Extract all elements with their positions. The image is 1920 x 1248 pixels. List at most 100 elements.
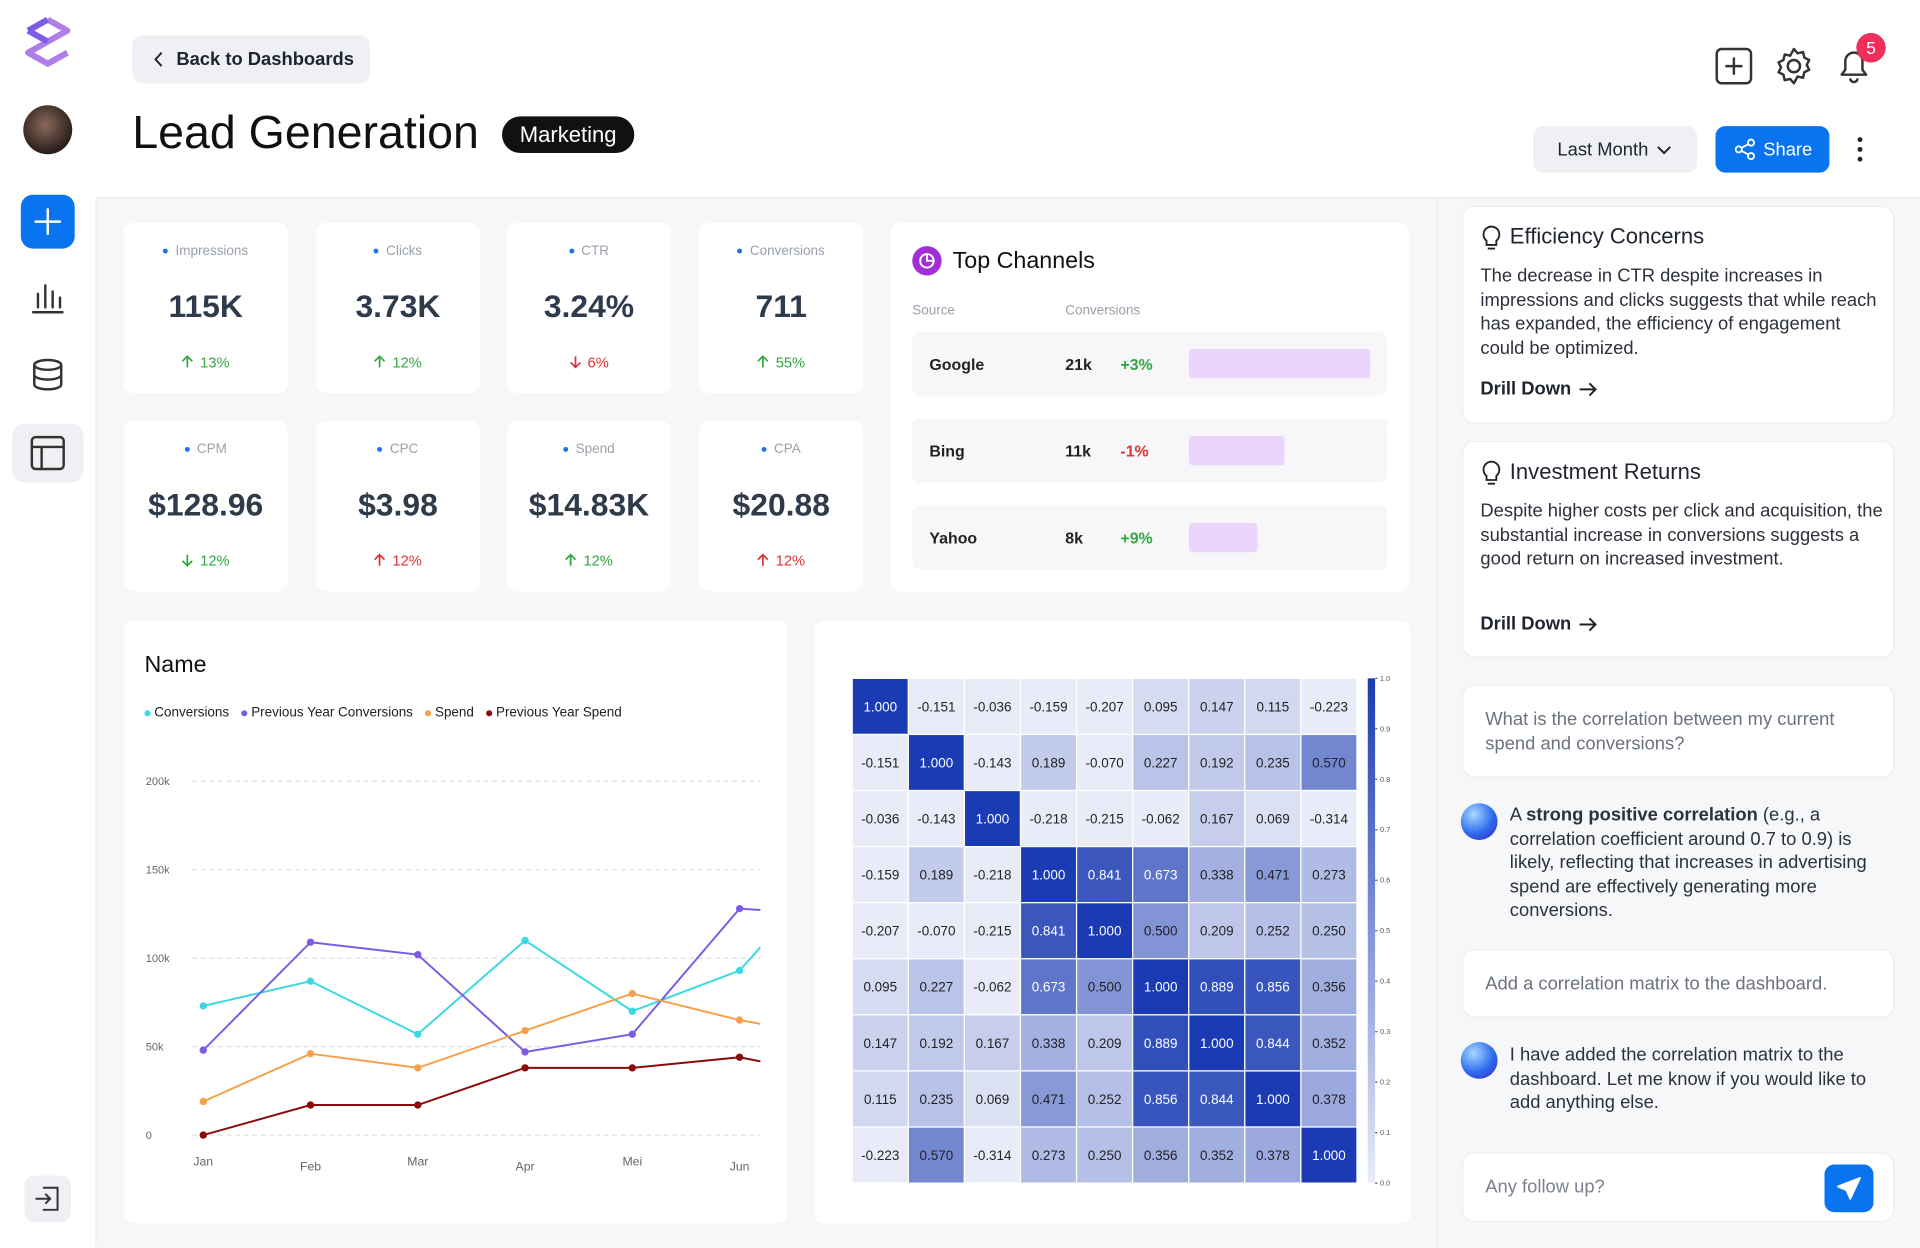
chat-input[interactable]: Any follow up? (1462, 1152, 1895, 1223)
legend-swatch (144, 709, 151, 716)
channel-row: Yahoo 8k +9% (912, 505, 1388, 570)
settings[interactable] (1773, 45, 1815, 87)
more-menu[interactable] (1850, 135, 1870, 167)
channel-row: Bing 11k -1% (912, 418, 1388, 483)
drill-down[interactable]: Drill Down (1480, 378, 1598, 399)
channel-source: Yahoo (929, 528, 978, 548)
kpi-label: CPA (773, 442, 801, 457)
trend-arrow (182, 554, 194, 567)
assistant-message: A strong positive correlation (e.g., a c… (1510, 803, 1890, 923)
kpi-label-row: Spend (507, 442, 671, 457)
kpi-dot (761, 447, 767, 452)
kpi-change: 12% (316, 552, 480, 569)
user-message: Add a correlation matrix to the dashboar… (1462, 948, 1895, 1018)
input-placeholder: Any follow up? (1485, 1176, 1605, 1198)
pie-icon (919, 253, 935, 269)
legend-label: Previous Year Spend (495, 705, 622, 721)
insight-title: Investment Returns (1509, 459, 1701, 484)
kpi-value: 3.73K (355, 287, 441, 325)
kpi-card: CPM $128.96 12% (123, 421, 288, 592)
kpi-dot (163, 248, 169, 254)
back-label: Back to Dashboards (176, 48, 354, 70)
kpi-label-row: CPM (124, 442, 288, 457)
message-text: (e.g., a correlation coefficient around … (1509, 804, 1867, 922)
message-text: A (1509, 804, 1527, 826)
message-text: What is the correlation between my curre… (1485, 708, 1835, 754)
column-header: Source (912, 303, 955, 319)
chart-title: Name (144, 652, 207, 679)
kpi-change: 12% (507, 552, 671, 569)
channel-change: +9% (1120, 528, 1153, 548)
channel-value: 8k (1065, 528, 1084, 548)
channel-row: Google 21k +3% (912, 331, 1388, 396)
kpi-change-value: 12% (392, 552, 422, 570)
kpi-card: Clicks 3.73K 12% (315, 222, 481, 394)
assistant-message: I have added the correlation matrix to t… (1509, 1044, 1867, 1114)
kpi-change-value: 6% (587, 353, 609, 372)
send-button[interactable] (1824, 1164, 1874, 1213)
legend-item: Spend (425, 705, 474, 720)
notifications[interactable] (1833, 44, 1875, 86)
legend-label: Conversions (154, 705, 230, 721)
kpi-dot (563, 447, 569, 452)
add-button[interactable] (20, 194, 75, 249)
kpi-change-value: 12% (583, 552, 613, 570)
user-message: What is the correlation between my curre… (1462, 684, 1895, 778)
kpi-label-row: CPA (699, 442, 863, 457)
trend-arrow (757, 553, 769, 566)
send-icon (1837, 1177, 1861, 1200)
legend-item: Previous Year Spend (486, 705, 622, 720)
kpi-change-value: 12% (392, 353, 422, 372)
insight-text: The decrease in CTR despite increases in… (1480, 265, 1877, 359)
period-select[interactable]: Last Month (1533, 126, 1698, 173)
kpi-card: Impressions 115K 13% (123, 222, 288, 394)
line-chart-card: Name Conversions Previous Year Conversion… (123, 620, 788, 1224)
kpi-label: Clicks (386, 243, 423, 259)
share-button[interactable]: Share (1715, 126, 1830, 173)
back-button[interactable]: Back to Dashboards (132, 35, 370, 84)
charts-nav[interactable] (29, 279, 66, 316)
assistant-avatar (1460, 1042, 1498, 1079)
tag: Marketing (502, 116, 635, 154)
channel-change: +3% (1120, 355, 1153, 374)
chevron-left (154, 51, 163, 67)
kpi-change: 55% (699, 354, 863, 371)
kpi-label-row: Conversions (699, 244, 863, 258)
kpi-label: Spend (575, 442, 615, 457)
legend-item: Conversions (144, 705, 229, 720)
avatar[interactable] (23, 105, 73, 155)
kpi-label: CTR (581, 243, 609, 259)
kpi-change: 12% (124, 552, 288, 569)
logout-button[interactable] (24, 1175, 72, 1223)
channel-bar (1188, 348, 1371, 379)
drill-down[interactable]: Drill Down (1480, 613, 1598, 634)
layout-icon (30, 435, 65, 471)
channel-change: -1% (1120, 442, 1149, 461)
kpi-card: CTR 3.24% 6% (506, 222, 672, 394)
page-title: Lead Generation (132, 107, 479, 160)
kpi-value: 711 (755, 287, 807, 325)
arrow-right (1579, 381, 1598, 396)
share-icon (1734, 138, 1755, 161)
period-label: Last Month (1557, 138, 1649, 160)
kpi-value: 115K (168, 287, 243, 325)
layout-nav[interactable] (12, 423, 84, 483)
channel-bar (1188, 522, 1259, 553)
add-widget[interactable] (1714, 47, 1753, 86)
assistant-avatar (1460, 803, 1498, 841)
data-nav[interactable] (29, 356, 66, 393)
notification-badge: 5 (1856, 33, 1886, 63)
heatmap-card (814, 620, 1411, 1224)
message-text: Add a correlation matrix to the dashboar… (1485, 973, 1828, 995)
trend-arrow (182, 355, 194, 368)
kpi-label: CPC (389, 442, 419, 457)
channel-value: 11k (1065, 442, 1092, 461)
trend-arrow (374, 553, 386, 566)
kpi-value: 3.24% (543, 287, 635, 325)
kpi-change: 12% (699, 552, 863, 569)
kpi-card: CPA $20.88 12% (699, 421, 864, 592)
kpi-dot (569, 248, 574, 254)
arrow-right (1579, 617, 1598, 631)
channel-source: Google (929, 355, 985, 374)
